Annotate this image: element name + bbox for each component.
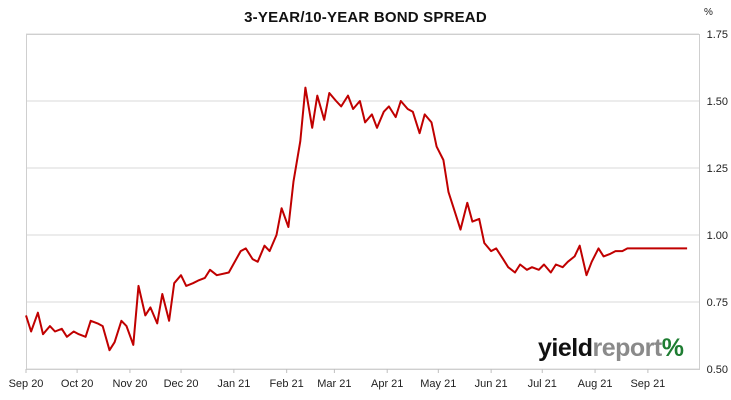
- grid-lines: [26, 33, 699, 370]
- yieldreport-logo: yieldreport%: [538, 334, 684, 362]
- x-tick-label: Dec 20: [164, 378, 199, 390]
- x-tick-label: Feb 21: [270, 378, 304, 390]
- y-axis-ticks: 0.50 0.75 1.00 1.25 1.50 1.75: [707, 29, 728, 376]
- x-tick-label: Sep 21: [630, 378, 665, 390]
- y-tick-label: 1.25: [707, 163, 728, 175]
- x-tick-label: Oct 20: [61, 378, 93, 390]
- plot-area-border: [26, 34, 700, 370]
- x-tick-label: Jul 21: [528, 378, 557, 390]
- series-line: [25, 86, 688, 352]
- y-tick-label: 1.75: [707, 29, 728, 41]
- x-tick-label: Apr 21: [371, 378, 403, 390]
- x-tick-label: May 21: [420, 378, 456, 390]
- y-tick-label: 1.00: [707, 230, 728, 242]
- x-tick-label: Mar 21: [317, 378, 351, 390]
- chart-title: 3-YEAR/10-YEAR BOND SPREAD: [244, 9, 487, 26]
- x-tick-label: Sep 20: [9, 378, 44, 390]
- x-axis-ticks: Sep 20 Oct 20 Nov 20 Dec 20 Jan 21 Feb 21 Mar …: [9, 369, 665, 390]
- y-tick-label: 0.50: [707, 364, 728, 376]
- y-tick-label: 0.75: [707, 297, 728, 309]
- y-tick-label: 1.50: [707, 96, 728, 108]
- x-tick-label: Jan 21: [217, 378, 250, 390]
- x-tick-label: Jun 21: [475, 378, 508, 390]
- x-tick-label: Aug 21: [578, 378, 613, 390]
- y-axis-unit: %: [704, 7, 713, 18]
- x-tick-label: Nov 20: [113, 378, 148, 390]
